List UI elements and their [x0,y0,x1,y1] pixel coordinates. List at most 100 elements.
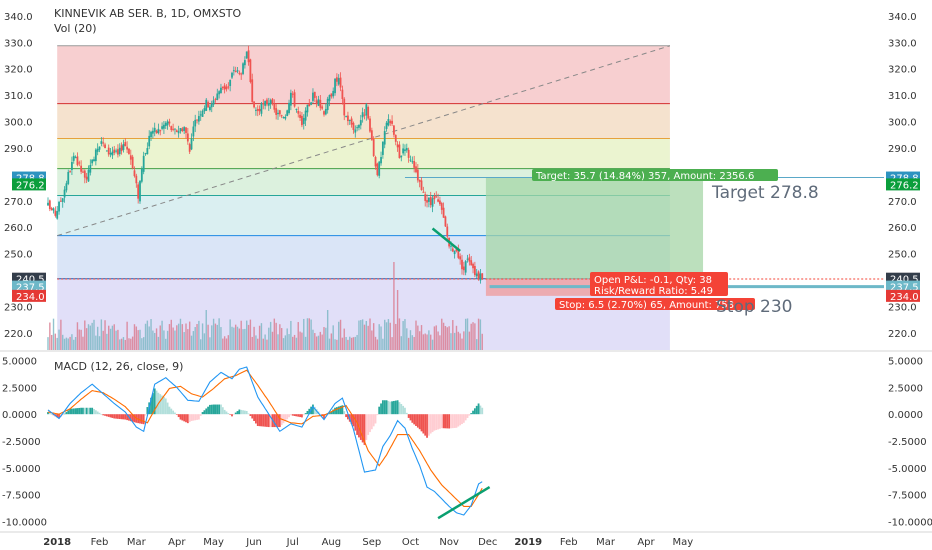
macd-histogram-bar [199,414,202,416]
candle-body [264,101,267,106]
candle-body [218,91,221,95]
price-tick-label-left: 260.0 [4,223,33,234]
candle-body [194,119,197,127]
candle-body [301,115,303,126]
volume-bar [234,324,237,350]
candle-body [277,112,279,115]
candle-body [58,201,60,212]
volume-bar [315,336,318,350]
candle-body [278,110,281,115]
candle-body [109,152,112,155]
candle-body [404,149,406,152]
volume-bar [242,329,244,350]
macd-histogram-bar [405,412,408,415]
price-badge-left-text: 240.5 [16,275,45,286]
volume-bar [218,318,220,350]
price-tick-label-right: 260.0 [888,223,917,234]
candle-body [275,108,278,115]
volume-bar [176,325,178,350]
candle-body [267,102,270,106]
candle-body [289,92,292,106]
macd-histogram-bar [335,407,338,415]
candle-body [216,93,219,100]
volume-bar [211,325,213,350]
macd-histogram-bar [334,407,336,415]
candle-body [104,144,106,149]
candle-body [334,78,336,94]
candle-body [444,216,447,227]
volume-bar [220,327,222,350]
volume-bar [457,331,460,350]
volume-bar [85,328,88,350]
macd-histogram-bar [190,414,193,421]
volume-bar [223,336,226,350]
volume-bar [168,324,171,350]
stop-label-box [555,298,755,310]
volume-bar [126,321,128,350]
time-tick-label: Apr [168,537,186,548]
volume-bar [398,318,401,350]
volume-bar [338,321,340,350]
macd-histogram-bar [299,414,301,418]
macd-histogram-bar [247,413,250,415]
candle-body [52,208,55,211]
volume-bar [409,330,412,350]
price-tick-label-left: 290.0 [4,144,33,155]
candle-body [69,170,71,172]
macd-histogram-bar [420,414,423,432]
macd-histogram-bar [179,414,182,420]
volume-bar [310,319,312,350]
macd-histogram-bar [393,400,395,415]
volume-bar [479,319,482,350]
candle-body [54,210,57,216]
volume-bar [271,331,274,350]
candle-body [56,211,59,219]
volume-bar [225,338,228,350]
macd-histogram-bar [347,414,349,420]
time-tick-label: Aug [322,537,342,548]
time-tick-label: Mar [596,537,616,548]
macd-histogram-bar [475,405,478,415]
macd-histogram-bar [56,414,59,418]
price-tick-label-left: 220.0 [4,329,33,340]
volume-bar [135,326,138,350]
candle-body [381,141,384,155]
volume-bar [87,324,90,350]
candle-body [369,118,371,132]
candle-body [457,248,460,258]
candle-body [378,161,381,176]
candle-body [47,202,49,206]
volume-bar [476,339,478,350]
volume-bar [165,338,167,350]
time-tick-label: Apr [637,537,655,548]
price-badge-right-text: 240.5 [890,275,919,286]
time-tick-label: Jun [245,537,262,548]
candle-body [273,103,276,110]
candle-body [284,116,287,119]
candle-body [427,197,430,202]
candle-body [89,164,92,173]
volume-bar [325,327,327,350]
price-badge-left-text: 234.0 [16,292,45,303]
fib-band [57,103,670,139]
macd-histogram-bar [295,414,298,417]
volume-bar [382,338,384,350]
candle-body [232,70,235,72]
volume-bar [284,335,287,350]
macd-histogram-bar [374,414,377,424]
volume-bar [188,321,191,350]
macd-histogram-bar [376,414,379,416]
fib-band [57,45,670,104]
candle-body [102,142,105,144]
volume-bar [240,320,242,350]
volume-bar [247,324,250,350]
macd-histogram-bar [380,403,382,415]
price-tick-label-right: 220.0 [888,329,917,340]
volume-bar [332,325,334,350]
macd-histogram-bar [183,414,186,422]
macd-histogram-bar [249,414,252,416]
volume-bar [62,334,64,350]
candle-body [63,189,66,198]
candle-body [83,170,86,178]
